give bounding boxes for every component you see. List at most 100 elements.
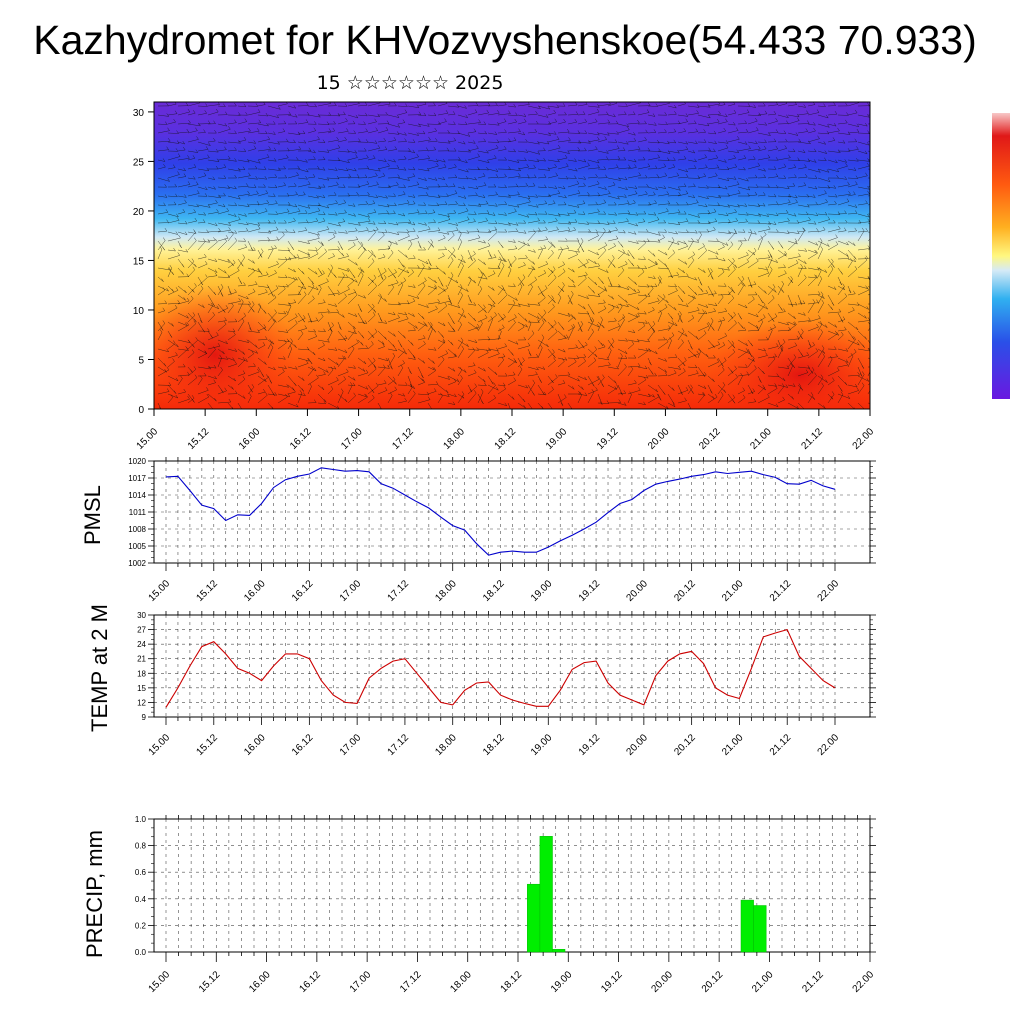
wind-vector-barb xyxy=(597,131,600,136)
wind-vector-barb xyxy=(713,308,716,312)
wind-vector-barb xyxy=(373,229,376,233)
wind-vector xyxy=(437,339,445,344)
wind-vector xyxy=(597,302,606,305)
wind-vector-barb xyxy=(384,320,388,324)
wind-vector-barb xyxy=(567,150,570,154)
wind-vector xyxy=(447,123,456,125)
wind-vector-barb xyxy=(674,283,677,287)
wind-vector xyxy=(357,123,366,125)
wind-vector-barb xyxy=(321,386,325,391)
wind-vector xyxy=(627,148,641,152)
wind-vector xyxy=(537,229,548,233)
wind-vector xyxy=(237,257,245,269)
wind-vector-barb xyxy=(625,260,628,265)
wind-vector-barb xyxy=(249,327,252,331)
wind-vector-barb xyxy=(483,304,486,308)
wind-vector-barb xyxy=(590,318,593,323)
wind-vector xyxy=(627,175,641,179)
wind-vector xyxy=(717,369,725,377)
wind-vector-barb xyxy=(365,369,369,373)
wind-vector-barb xyxy=(242,254,245,258)
wind-vector xyxy=(197,348,208,355)
wind-vector xyxy=(197,204,211,208)
wind-vector xyxy=(517,360,525,368)
wind-vector xyxy=(217,237,229,242)
wind-vector xyxy=(797,258,807,265)
wind-vector-barb xyxy=(360,241,364,246)
wind-vector-barb xyxy=(199,319,203,324)
wind-vector-barb xyxy=(878,120,880,123)
wind-vector-barb xyxy=(284,256,288,261)
wind-vector-barb xyxy=(626,303,629,307)
wind-vector xyxy=(857,123,868,127)
wind-vector-barb xyxy=(216,305,220,309)
wind-vector xyxy=(427,357,435,364)
wind-vector-barb xyxy=(458,156,461,161)
wind-vector xyxy=(587,320,595,332)
wind-vector-barb xyxy=(295,320,298,324)
wind-vector xyxy=(267,297,277,305)
wind-vector-barb xyxy=(495,168,499,172)
wind-vector xyxy=(857,348,870,352)
wind-vector xyxy=(437,237,446,242)
wind-vector xyxy=(687,353,699,359)
wind-vector-barb xyxy=(175,148,179,152)
wind-vector xyxy=(537,337,545,350)
wind-vector-barb xyxy=(337,289,340,294)
wind-vector-barb xyxy=(396,181,399,186)
wind-vector-barb xyxy=(655,388,658,393)
wind-vector-barb xyxy=(330,328,333,332)
wind-vector-barb xyxy=(633,288,637,293)
wind-vector-barb xyxy=(612,255,615,259)
wind-vector-barb xyxy=(604,186,607,190)
wind-vector-barb xyxy=(812,396,816,400)
wind-vector xyxy=(247,291,256,296)
wind-vector xyxy=(247,148,256,152)
wind-vector xyxy=(167,268,173,278)
wind-vector xyxy=(387,339,396,348)
wind-vector xyxy=(757,157,770,161)
wind-vector-barb xyxy=(758,112,762,116)
wind-vector-barb xyxy=(856,387,859,391)
wind-vector-barb xyxy=(633,137,637,142)
wind-vector-barb xyxy=(710,268,713,272)
wind-vector-barb xyxy=(808,317,811,321)
wind-vector xyxy=(587,392,595,404)
wind-vector-barb xyxy=(732,400,736,404)
wind-vector-barb xyxy=(674,322,678,326)
wind-vector xyxy=(177,184,191,188)
wind-vector-barb xyxy=(681,339,684,343)
wind-vector-barb xyxy=(394,146,398,150)
wind-vector xyxy=(807,123,816,126)
wind-vector xyxy=(747,120,758,125)
wind-vector-barb xyxy=(816,323,819,328)
wind-vector xyxy=(607,177,621,181)
wind-vector xyxy=(377,390,388,395)
wind-vector-barb xyxy=(355,114,359,119)
wind-vector xyxy=(377,367,386,377)
wind-vector-barb xyxy=(219,354,222,359)
wind-vector-barb xyxy=(681,328,685,332)
wind-vector-barb xyxy=(829,355,833,360)
wind-vector-barb xyxy=(217,342,221,347)
wind-vector-barb xyxy=(697,219,700,224)
wind-vector xyxy=(807,267,820,271)
wind-vector-barb xyxy=(795,259,799,264)
wind-vector-barb xyxy=(432,366,435,371)
wind-vector xyxy=(407,387,413,395)
wind-vector-barb xyxy=(866,141,870,146)
wind-vector xyxy=(467,237,481,242)
wind-vector-barb xyxy=(754,365,757,369)
wind-vector-barb xyxy=(532,182,536,187)
wind-vector-barb xyxy=(685,168,688,173)
wind-vector-barb xyxy=(685,201,689,206)
wind-vector-barb xyxy=(587,162,590,166)
wind-vector-barb xyxy=(208,365,211,370)
wind-vector-barb xyxy=(485,200,489,204)
wind-vector-barb xyxy=(501,244,504,249)
wind-vector-barb xyxy=(546,343,549,348)
wind-vector-barb xyxy=(444,246,447,250)
wind-vector xyxy=(687,141,698,144)
wind-vector-barb xyxy=(513,319,516,323)
wind-vector xyxy=(237,213,247,217)
